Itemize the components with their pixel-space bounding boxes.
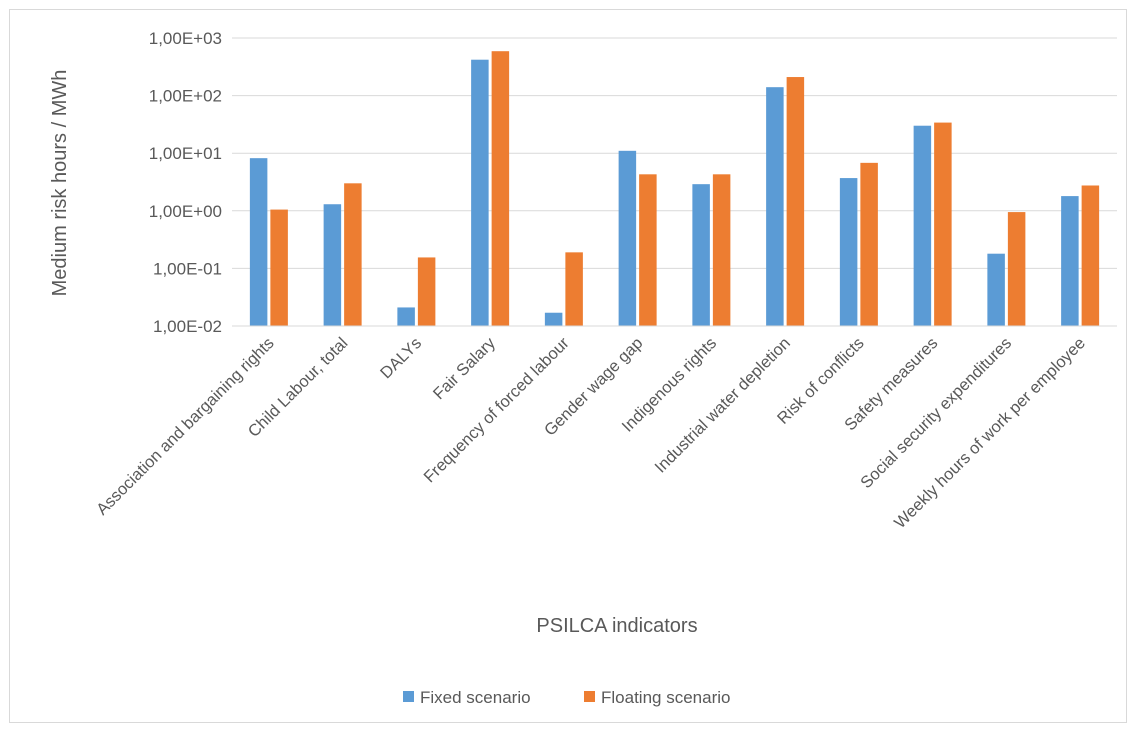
legend-label-fixed: Fixed scenario [420,688,531,707]
bar-fixed [397,307,415,326]
bar-floating [860,162,878,326]
legend-label-floating: Floating scenario [601,688,730,707]
gridlines [232,37,1117,269]
bar-floating [417,257,436,326]
bar-floating [712,174,731,326]
y-tick-label: 1,00E+02 [149,87,222,106]
y-tick-label: 1,00E+03 [149,29,222,48]
bar-fixed [987,253,1005,326]
bar-fixed [618,150,637,326]
x-tick-label: Fair Salary [430,334,500,404]
legend: Fixed scenario Floating scenario [403,688,730,707]
legend-item-fixed: Fixed scenario [403,688,531,707]
bar-fixed [544,312,563,326]
bar-floating [934,122,952,326]
y-axis-title: Medium risk hours / MWh [49,70,71,297]
bar-fixed [323,204,342,326]
bar-fixed [913,125,932,326]
bar-fixed [471,59,489,327]
x-tick-label: Frequency of forced labour [421,334,574,487]
y-tick-label: 1,00E+00 [149,202,222,221]
bar-floating [786,77,805,327]
bar-floating [565,252,583,326]
bar-floating [1007,212,1026,326]
bar-floating [491,51,510,327]
x-axis-title: PSILCA indicators [536,615,697,637]
bar-fixed [692,184,710,326]
x-tick-label: DALYs [377,334,425,382]
bar-fixed [1061,196,1079,326]
y-tick-label: 1,00E+01 [149,144,222,163]
legend-swatch-fixed [403,691,414,702]
y-tick-label: 1,00E-01 [153,259,222,278]
bar-floating [1081,185,1100,326]
bar-floating [639,174,657,326]
legend-item-floating: Floating scenario [584,688,730,707]
legend-swatch-floating [584,691,595,702]
y-axis-ticks: 1,00E-02 1,00E-01 1,00E+00 1,00E+01 1,00E+02… [149,29,222,336]
bar-floating [344,183,362,326]
bar-fixed [766,87,784,327]
x-tick-label: Industrial water depletion [652,334,794,476]
bar-floating [270,209,288,326]
bar-fixed [839,178,858,326]
bar-fixed [249,158,268,326]
bars [249,51,1100,327]
y-tick-label: 1,00E-02 [153,317,222,336]
x-tick-label: Social security expenditures [857,334,1015,492]
